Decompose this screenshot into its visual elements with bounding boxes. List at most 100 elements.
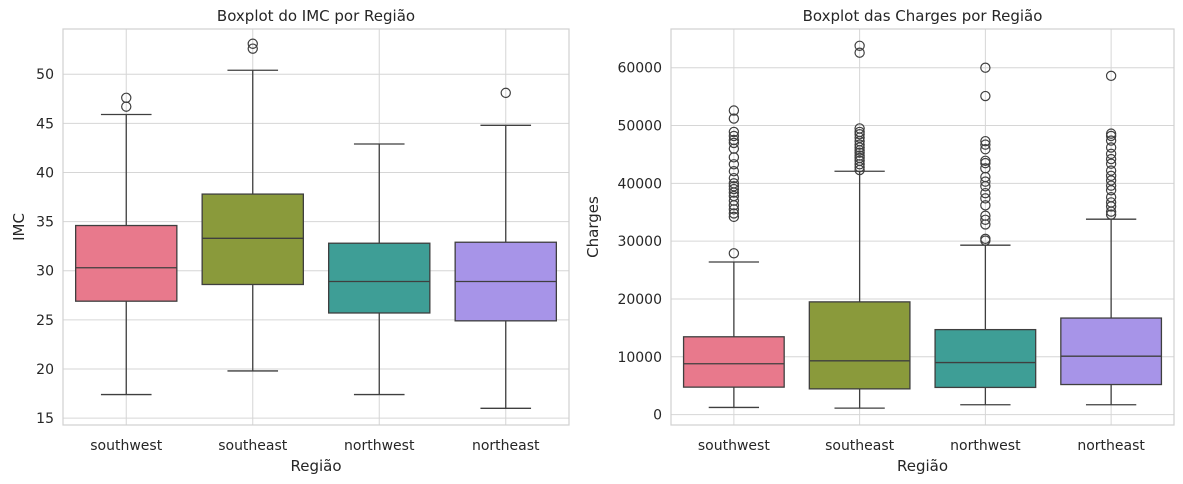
outlier-point <box>854 126 865 138</box>
box-northeast <box>1060 70 1163 406</box>
outlier-point <box>728 181 740 192</box>
y-tick-label: 50000 <box>617 119 662 135</box>
box-southwest <box>682 105 785 409</box>
outlier-point <box>980 214 991 225</box>
outlier-point <box>1105 170 1117 182</box>
outlier-point <box>980 155 991 167</box>
y-tick-label: 45 <box>36 116 54 132</box>
outlier-point <box>980 139 991 150</box>
y-axis-label: IMC <box>10 213 28 241</box>
outlier-point <box>728 134 740 146</box>
outlier-point <box>728 211 740 223</box>
outlier-point <box>728 248 740 259</box>
outlier-point <box>728 190 740 202</box>
outlier-point <box>1105 185 1117 196</box>
outlier-point <box>1105 148 1117 160</box>
y-axis-label: Charges <box>584 196 602 258</box>
plot-frame <box>62 28 570 426</box>
outlier-point <box>1105 197 1117 208</box>
iqr-box <box>1060 317 1163 386</box>
x-tick-label: southwest <box>698 438 770 454</box>
outlier-point <box>854 139 865 150</box>
outlier-point <box>728 208 740 219</box>
outlier-point <box>1105 192 1117 203</box>
panel-2: 0 10000 20000 30000 40000 50000 60000 southwest… <box>584 7 1175 475</box>
outlier-point <box>980 90 991 102</box>
outlier-point <box>1105 175 1117 186</box>
outlier-point <box>728 130 740 142</box>
outlier-point <box>980 233 991 245</box>
outlier-point <box>728 195 740 206</box>
outlier-point <box>247 43 258 54</box>
x-tick-label: northwest <box>344 438 415 454</box>
outlier-point <box>728 113 740 124</box>
outlier-point <box>728 159 740 170</box>
y-tick-label: 15 <box>36 411 54 427</box>
chart-title: Boxplot das Charges por Região <box>803 7 1043 25</box>
y-tick-label: 20000 <box>617 292 662 308</box>
x-tick-label: northeast <box>1077 438 1145 454</box>
iqr-box <box>682 336 785 388</box>
outlier-point <box>980 193 991 204</box>
iqr-box <box>808 301 911 390</box>
x-tick-label: southwest <box>90 438 162 454</box>
outlier-point <box>1105 209 1117 220</box>
outlier-point <box>980 135 991 147</box>
outlier-point <box>728 178 740 189</box>
outlier-point <box>854 40 865 51</box>
outlier-point <box>1105 153 1117 165</box>
outlier-point <box>1105 135 1117 146</box>
box-southwest <box>75 92 178 396</box>
outlier-point <box>854 150 865 161</box>
outlier-point <box>1105 70 1117 82</box>
x-axis-label: Região <box>290 457 341 475</box>
y-tick-label: 60000 <box>617 61 662 77</box>
outlier-point <box>1105 128 1117 139</box>
panel-1: 15 20 25 30 35 40 45 50 southwest southeast northw… <box>10 7 570 475</box>
y-tick-label: 20 <box>36 362 54 378</box>
y-tick-label: 40000 <box>617 176 662 192</box>
iqr-box <box>201 193 304 286</box>
y-tick-label: 25 <box>36 313 54 329</box>
x-axis-label: Região <box>897 457 948 475</box>
outlier-point <box>728 126 740 138</box>
outlier-point <box>980 176 991 187</box>
outlier-point <box>854 47 865 58</box>
outlier-point <box>980 163 991 174</box>
box-northwest <box>327 143 431 396</box>
y-tick-label: 35 <box>36 215 54 231</box>
outlier-point <box>980 144 991 155</box>
box-northwest <box>934 62 1037 406</box>
outlier-point <box>247 38 258 49</box>
outlier-point <box>728 172 740 184</box>
y-tick-label: 10000 <box>617 350 662 366</box>
outlier-point <box>1105 180 1117 191</box>
outlier-point <box>121 92 132 103</box>
outlier-point <box>1105 165 1117 176</box>
iqr-box <box>75 224 178 302</box>
box-southeast <box>808 40 911 409</box>
outlier-point <box>728 166 740 177</box>
box-southeast <box>201 38 304 372</box>
iqr-box <box>327 242 431 314</box>
y-tick-label: 30 <box>36 264 54 280</box>
x-tick-label: southeast <box>825 438 895 454</box>
plot-frame <box>670 28 1175 426</box>
outlier-point <box>1105 158 1117 169</box>
x-tick-label: northeast <box>472 438 540 454</box>
iqr-box <box>934 328 1037 389</box>
outlier-point <box>1105 142 1117 153</box>
x-tick-label: southeast <box>218 438 288 454</box>
outlier-point <box>854 142 865 153</box>
outlier-point <box>728 105 740 116</box>
outlier-point <box>980 187 991 199</box>
x-tick-label: northwest <box>950 438 1021 454</box>
outlier-point <box>728 137 740 149</box>
outlier-point <box>980 62 991 73</box>
y-tick-label: 0 <box>653 408 662 424</box>
outlier-point <box>854 155 865 167</box>
outlier-point <box>980 200 991 211</box>
y-tick-label: 30000 <box>617 234 662 250</box>
outlier-point <box>500 87 511 99</box>
